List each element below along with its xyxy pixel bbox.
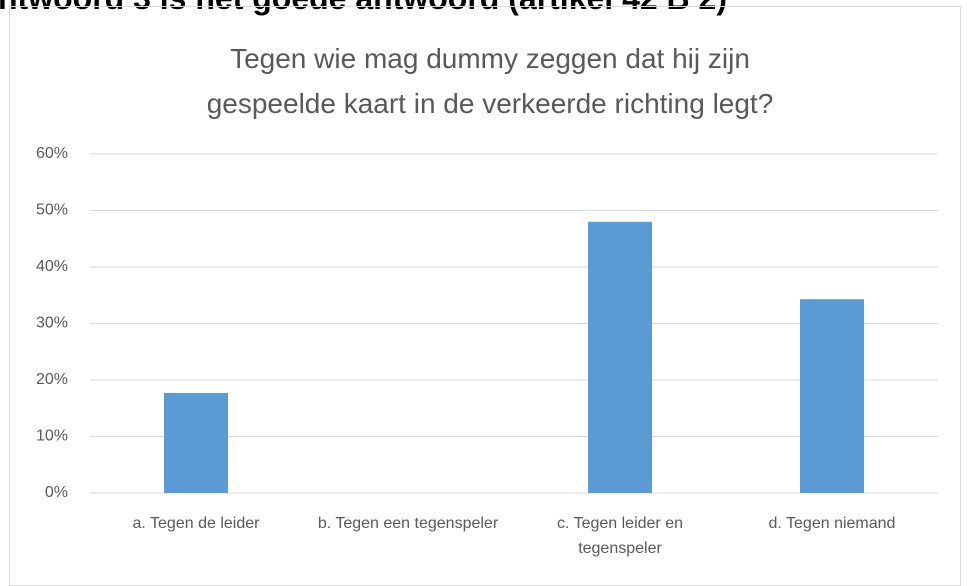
y-tick-label: 30% [36,315,68,332]
x-tick-label: c. Tegen leider en tegenspeler [556,515,683,557]
x-tick-label: b. Tegen een tegenspeler [317,515,499,532]
bar [588,221,652,494]
header-text: ntwoord 3 is het goede antwoord (artikel… [0,0,727,17]
chart-title: Tegen wie mag dummy zeggen dat hij zijn … [206,43,774,119]
x-tick-label: a. Tegen de leider [132,515,260,532]
y-tick-label: 0% [45,484,68,501]
y-tick-label: 60% [36,145,68,162]
bar [800,299,864,493]
y-tick-label: 50% [36,202,68,219]
y-tick-label: 10% [36,428,68,445]
bar [164,392,228,493]
y-tick-label: 40% [36,258,68,275]
y-tick-label: 20% [36,371,68,388]
x-tick-label: d. Tegen niemand [768,515,896,532]
